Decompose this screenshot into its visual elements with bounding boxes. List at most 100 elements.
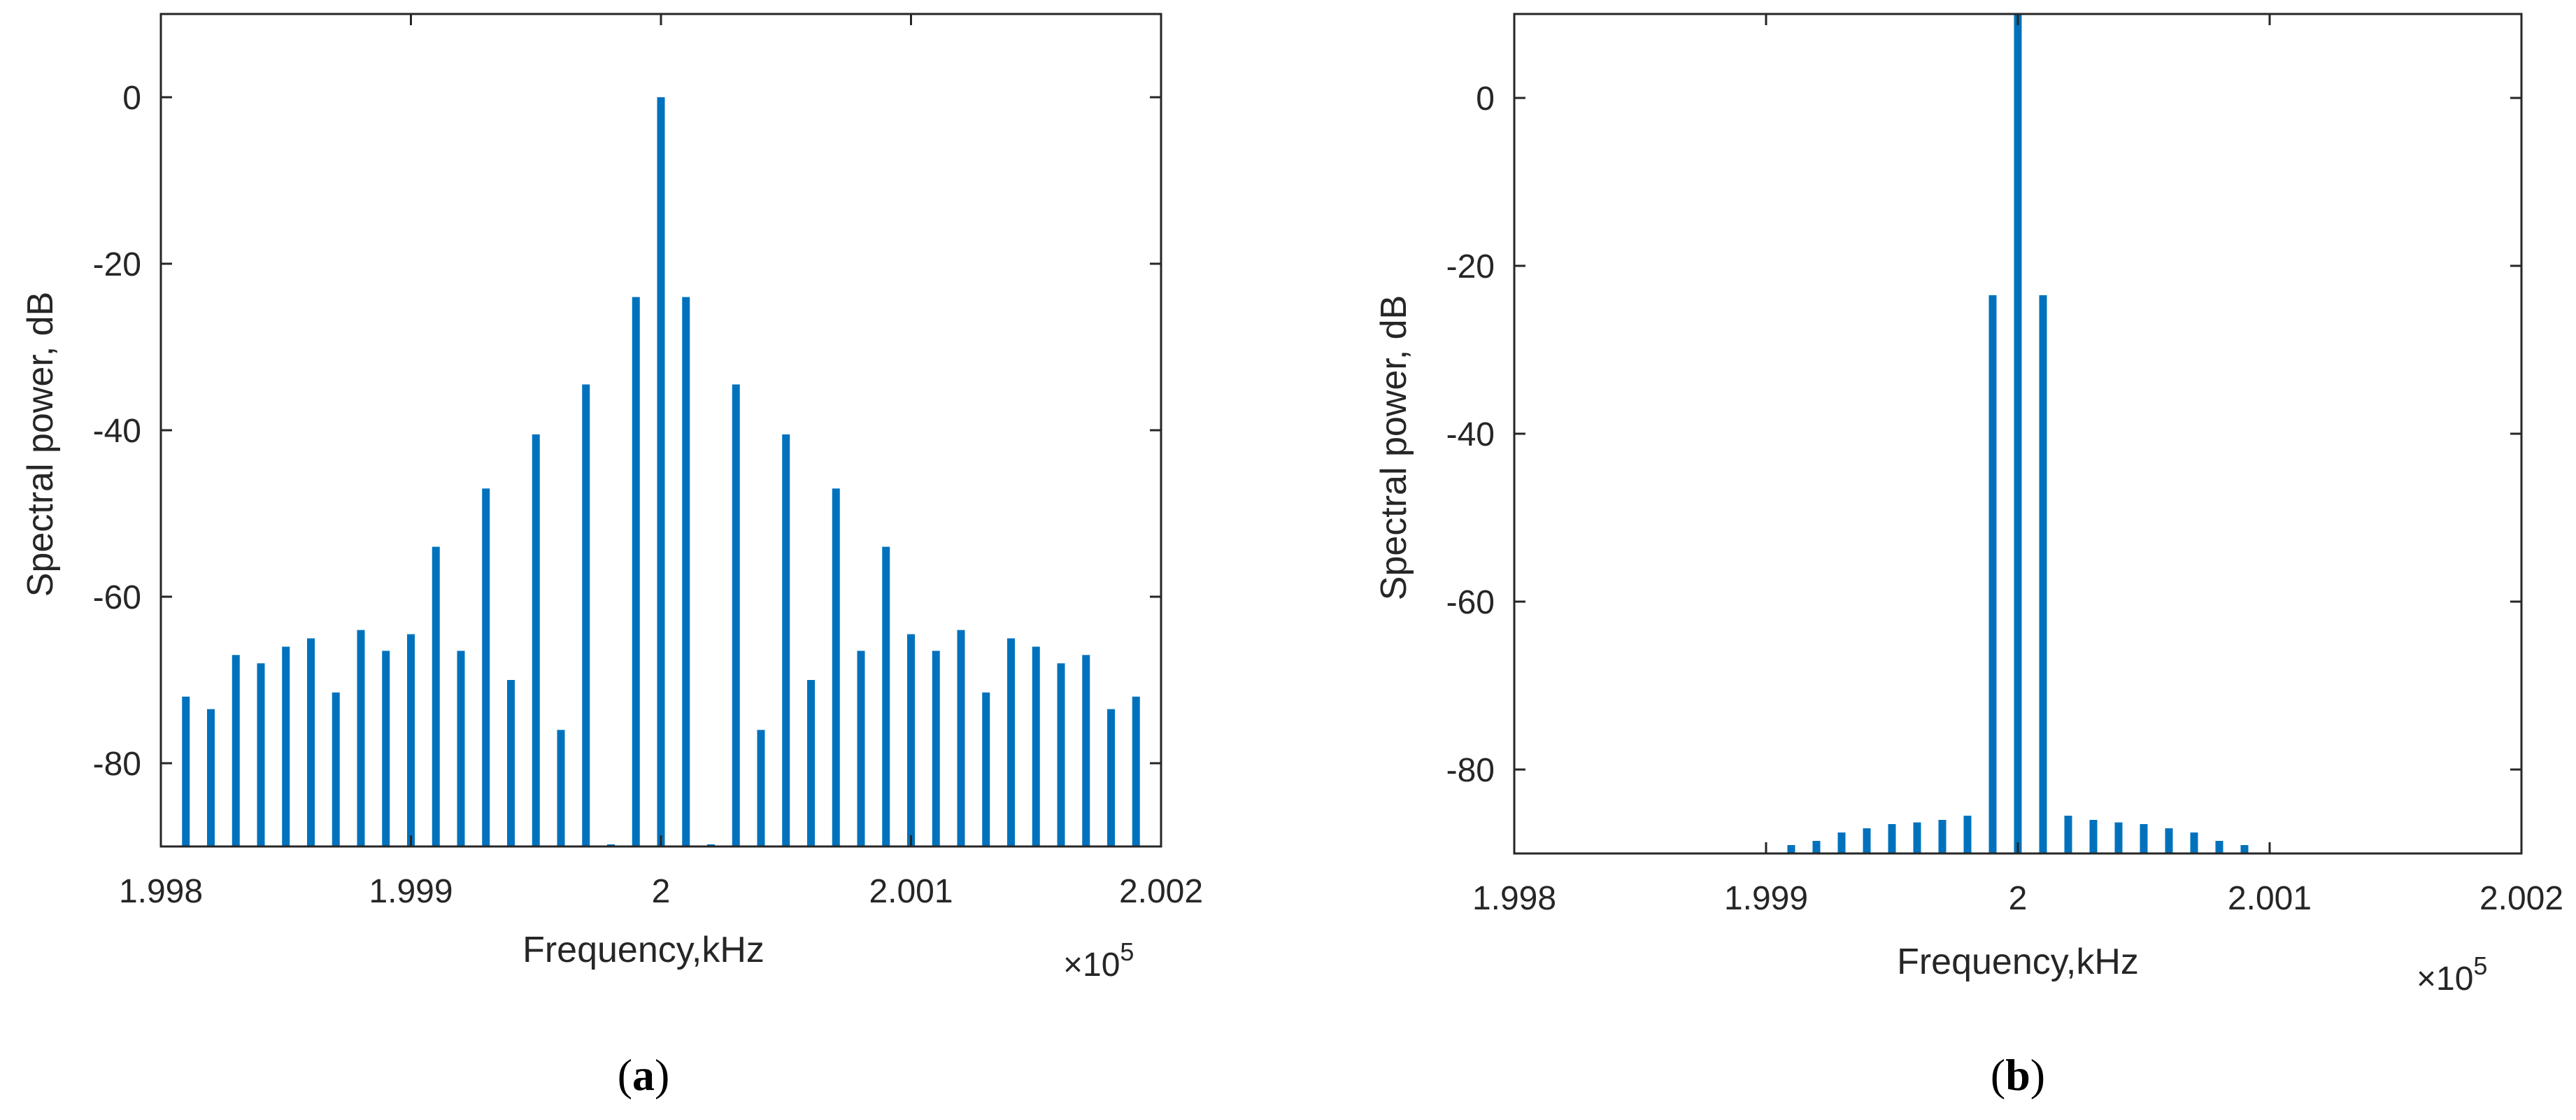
panel-a-bar xyxy=(632,297,640,847)
panel-b-x-exponent-base: ×10 xyxy=(2417,960,2473,998)
panel-a-bar xyxy=(332,692,340,846)
panel-b-x-tick-label: 1.999 xyxy=(1724,880,1808,917)
panel-b-bar xyxy=(1888,824,1896,853)
panel-a-x-tick-label: 2.001 xyxy=(869,873,953,910)
panel-b-bar xyxy=(1837,832,1846,853)
panel-a-bar xyxy=(207,709,215,846)
panel-b-x-tick-label: 2.002 xyxy=(2479,880,2563,917)
panel-b-bar xyxy=(1812,841,1821,853)
panel-b-caption-letter: b xyxy=(2005,1050,2030,1100)
panel-a-bar xyxy=(482,488,490,846)
panel-a-bar xyxy=(257,663,265,846)
panel-a-caption-open: ( xyxy=(618,1050,632,1100)
panel-a-bar xyxy=(1007,638,1015,846)
panel-b-bar xyxy=(1938,820,1947,853)
panel-b-y-tick-label: -60 xyxy=(1446,584,1495,621)
panel-a-bar xyxy=(1032,646,1040,846)
panel-b-bar xyxy=(2014,14,2022,853)
panel-a-bar xyxy=(1057,663,1065,846)
panel-a-bar xyxy=(957,630,965,846)
panel-a-yticks: 0 -20 -40 -60 -80 xyxy=(93,80,1161,783)
panel-a-bar xyxy=(1082,655,1090,846)
panel-b-bar xyxy=(1863,828,1871,853)
panel-a-bar xyxy=(582,384,590,846)
panel-a-bar xyxy=(732,384,740,846)
panel-b-bar xyxy=(2064,816,2072,853)
panel-a-bar xyxy=(182,696,190,846)
panel-a-bar xyxy=(932,651,940,846)
panel-a-y-tick-label: -60 xyxy=(93,579,141,616)
panel-b-bar xyxy=(1787,845,1795,853)
panel-b-x-tick-label: 2 xyxy=(2009,880,2028,917)
panel-a-bar xyxy=(682,297,690,847)
panel-b-bar xyxy=(1913,822,1921,853)
panel-b-caption-close: ) xyxy=(2030,1050,2045,1100)
panel-b-bar xyxy=(2114,822,2123,853)
panel-a-bars xyxy=(182,97,1140,847)
panel-a-y-tick-label: -40 xyxy=(93,413,141,450)
panel-b-bar xyxy=(2165,828,2173,853)
panel-b-xticks: 1.998 1.999 2 2.001 2.002 xyxy=(1472,14,2563,917)
panel-b-x-tick-label: 2.001 xyxy=(2228,880,2312,917)
panel-a-y-tick-label: 0 xyxy=(122,80,141,117)
panel-a-bar xyxy=(782,434,790,846)
panel-a-bar xyxy=(832,488,840,846)
panel-a-bar xyxy=(757,730,765,846)
panel-a-bar xyxy=(982,692,990,846)
panel-b-y-tick-label: -40 xyxy=(1446,416,1495,453)
panel-a-x-exponent-power: 5 xyxy=(1120,937,1134,966)
panel-a-y-tick-label: -80 xyxy=(93,746,141,783)
panel-b-bar xyxy=(1988,295,1997,853)
panel-a-bar xyxy=(1107,709,1115,846)
panel-b-y-axis-label: Spectral power, dB xyxy=(1374,295,1414,600)
panel-a-x-tick-label: 2.002 xyxy=(1119,873,1203,910)
panel-b-bar xyxy=(2190,832,2198,853)
panel-b-yticks: 0 -20 -40 -60 -80 xyxy=(1446,80,2521,789)
panel-a-bar xyxy=(407,634,415,846)
panel-b-x-exponent: ×105 xyxy=(2417,951,2487,998)
panel-b-y-tick-label: 0 xyxy=(1476,80,1495,118)
panel-a-bar xyxy=(882,546,890,846)
panel-a-y-axis-label: Spectral power, dB xyxy=(20,292,61,597)
panel-a-bar xyxy=(507,680,515,846)
panel-a-caption: (a) xyxy=(618,1050,670,1100)
panel-b-bar xyxy=(2240,845,2249,853)
panel-a-bar xyxy=(432,546,440,846)
panel-b-bars xyxy=(1787,14,2249,853)
panel-a-caption-close: ) xyxy=(655,1050,669,1100)
panel-a-bar xyxy=(907,634,915,846)
panel-a-bar xyxy=(457,651,465,846)
panel-a-bar xyxy=(657,97,665,846)
panel-b-x-exponent-power: 5 xyxy=(2473,951,2487,980)
panel-b-caption-open: ( xyxy=(1991,1050,2005,1100)
panel-a-y-tick-label: -20 xyxy=(93,246,141,283)
panel-a-xticks: 1.998 1.999 2 2.001 2.002 xyxy=(119,14,1203,910)
panel-a-x-axis-label: Frequency,kHz xyxy=(522,930,764,970)
panel-b-y-tick-label: -20 xyxy=(1446,248,1495,285)
panel-a-bar xyxy=(857,651,865,846)
panel-a-bar xyxy=(807,680,815,846)
panel-b-bar xyxy=(2039,295,2047,853)
panel-b: 1.998 1.999 2 2.001 2.002 0 -20 -40 -60 -80 Freq… xyxy=(1374,13,2563,1100)
panel-a-bar xyxy=(557,730,565,846)
panel-b-bar xyxy=(2215,841,2223,853)
panel-a-bar xyxy=(307,638,315,846)
panel-a: 1.998 1.999 2 2.001 2.002 0 -20 -40 -60 -80 Freq… xyxy=(20,13,1203,1100)
panel-a-x-tick-label: 1.998 xyxy=(119,873,203,910)
panel-a-bar xyxy=(282,646,290,846)
panel-a-x-exponent: ×105 xyxy=(1063,937,1134,984)
panel-b-caption: (b) xyxy=(1991,1050,2045,1100)
panel-a-bar xyxy=(382,651,390,846)
panel-a-bar xyxy=(532,434,540,846)
panel-b-y-tick-label: -80 xyxy=(1446,752,1495,789)
panel-b-bar xyxy=(2089,820,2098,853)
panel-a-caption-letter: a xyxy=(632,1050,655,1100)
panel-a-x-tick-label: 1.999 xyxy=(369,873,453,910)
panel-a-x-tick-label: 2 xyxy=(652,873,671,910)
panel-a-x-exponent-base: ×10 xyxy=(1063,947,1120,984)
panel-a-bar xyxy=(357,630,365,846)
panel-b-x-tick-label: 1.998 xyxy=(1472,880,1556,917)
panel-b-x-axis-label: Frequency,kHz xyxy=(1897,942,2139,982)
